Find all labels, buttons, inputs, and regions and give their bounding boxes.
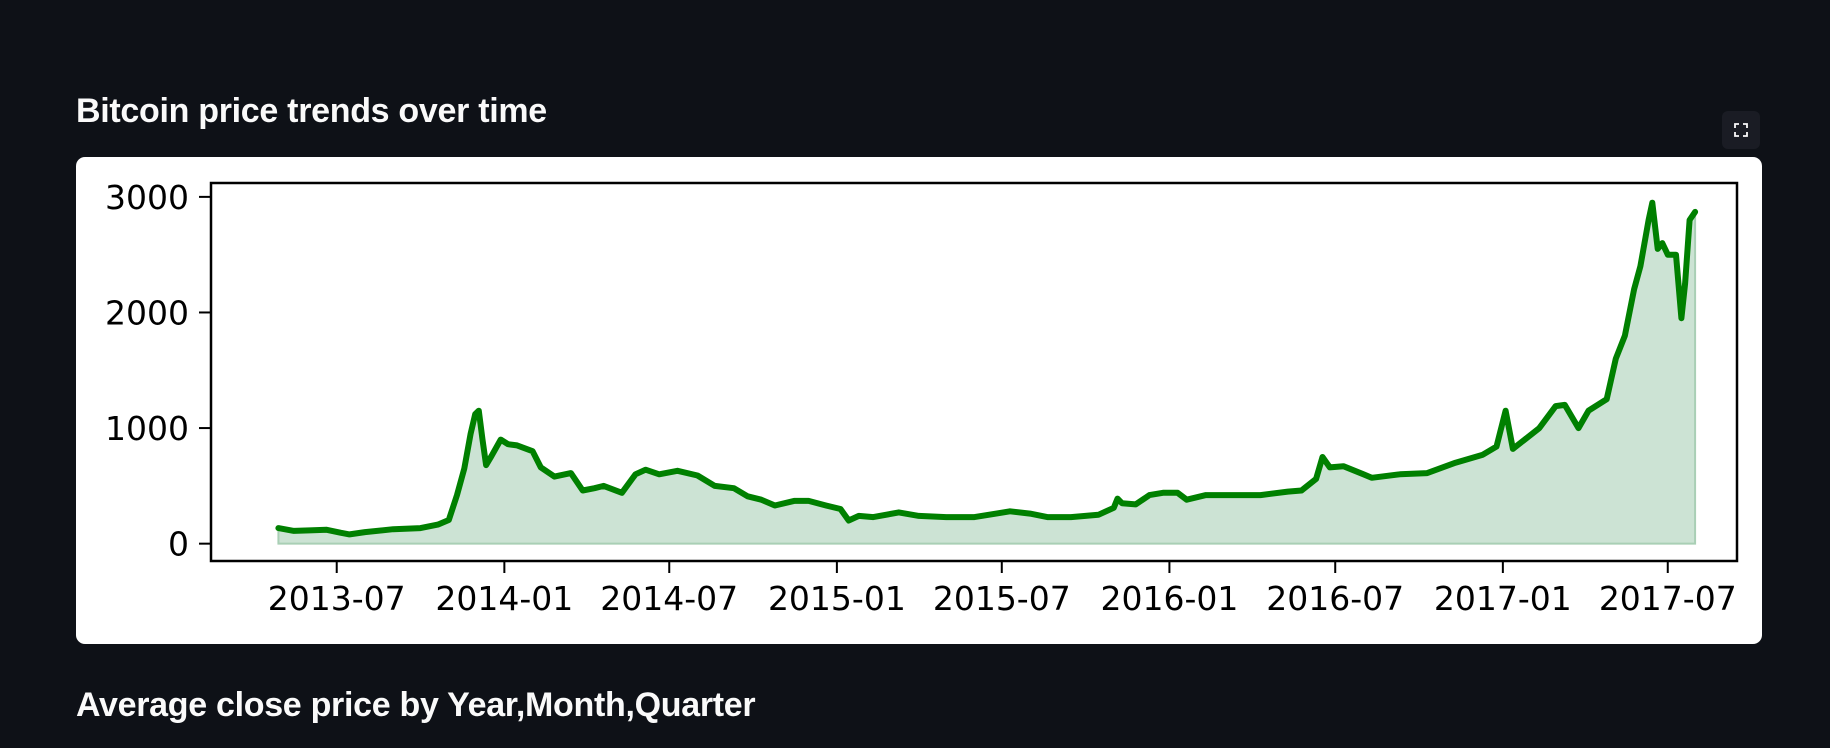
fullscreen-button[interactable] (1722, 111, 1760, 149)
price-chart: 2013-07 2014-01 2014-07 2015-01 2015-07 2016-… (105, 178, 1739, 618)
price-line (275, 199, 1699, 538)
y-tick-label: 2000 (105, 293, 189, 332)
next-section-title: Average close price by Year,Month,Quarte… (76, 686, 756, 724)
y-axis: 0 1000 2000 3000 (105, 178, 211, 564)
x-tick-label: 2014-07 (600, 579, 738, 618)
plot-frame (209, 181, 1739, 563)
x-tick-label: 2016-01 (1100, 579, 1238, 618)
x-tick-label: 2014-01 (435, 579, 573, 618)
y-tick-label: 3000 (105, 178, 189, 217)
y-tick-label: 0 (168, 525, 189, 564)
chart-card: 2013-07 2014-01 2014-07 2015-01 2015-07 2016-… (76, 157, 1762, 644)
x-tick-label: 2013-07 (268, 579, 406, 618)
x-tick-label: 2015-01 (768, 579, 906, 618)
y-tick-label: 1000 (105, 409, 189, 448)
x-tick-label: 2017-01 (1434, 579, 1572, 618)
x-axis: 2013-07 2014-01 2014-07 2015-01 2015-07 2016-… (268, 561, 1737, 618)
x-tick-label: 2015-07 (933, 579, 1071, 618)
price-area-fill (277, 202, 1697, 545)
chart-section-title: Bitcoin price trends over time (76, 92, 547, 130)
x-tick-label: 2017-07 (1599, 579, 1737, 618)
fullscreen-icon (1734, 123, 1748, 137)
x-tick-label: 2016-07 (1266, 579, 1404, 618)
